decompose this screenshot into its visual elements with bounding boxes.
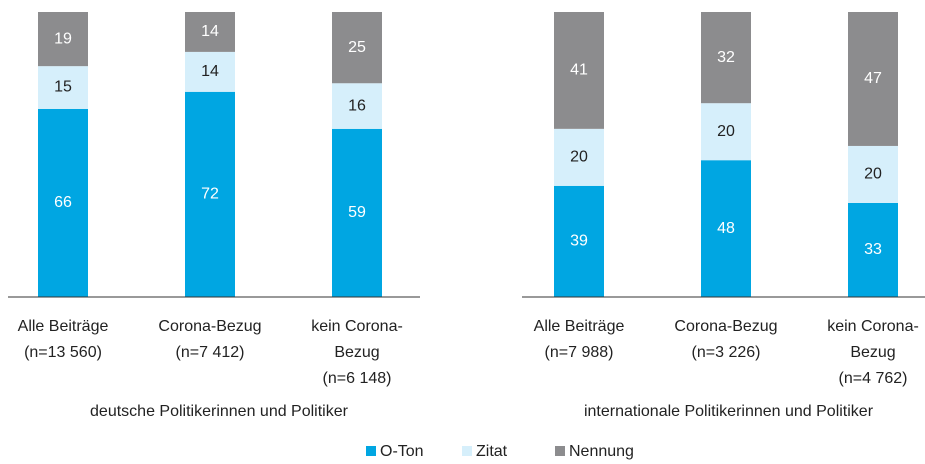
bar-segment (701, 12, 751, 104)
value-label: 25 (348, 39, 366, 56)
bar-segment (332, 12, 382, 84)
value-label: 19 (54, 30, 72, 47)
bar-segment (185, 51, 235, 92)
category-label: (n=3 226) (692, 344, 761, 361)
category-label: (n=7 988) (545, 344, 614, 361)
bar-segment (185, 91, 235, 297)
legend-swatch (462, 446, 472, 456)
value-label: 41 (570, 62, 588, 79)
bar-segment (848, 145, 898, 203)
bar-segment (701, 160, 751, 297)
chart-title: deutsche Politikerinnen und Politiker (90, 403, 349, 420)
category-label: Bezug (850, 344, 895, 361)
category-label: Corona-Bezug (158, 318, 261, 335)
chart-title: internationale Politikerinnen und Politi… (584, 403, 874, 420)
category-label: Alle Beiträge (18, 318, 109, 335)
category-label: (n=6 148) (323, 370, 392, 387)
bar-segment (554, 12, 604, 129)
category-label: (n=7 412) (176, 344, 245, 361)
category-label: Alle Beiträge (534, 318, 625, 335)
value-label: 33 (864, 241, 882, 258)
category-label: Corona-Bezug (674, 318, 777, 335)
legend-label: Nennung (569, 443, 634, 460)
value-label: 47 (864, 70, 882, 87)
value-label: 20 (570, 149, 588, 166)
legend-label: Zitat (476, 443, 508, 460)
category-label: kein Corona- (311, 318, 403, 335)
value-label: 72 (201, 186, 219, 203)
value-label: 20 (717, 123, 735, 140)
legend-label: O-Ton (380, 443, 424, 460)
bar-segment (332, 128, 382, 297)
legend-swatch (555, 446, 565, 456)
value-label: 16 (348, 97, 366, 114)
bar-segment (185, 12, 235, 52)
value-label: 59 (348, 204, 366, 221)
legend-swatch (366, 446, 376, 456)
value-label: 32 (717, 49, 735, 66)
category-label: (n=13 560) (24, 344, 102, 361)
category-label: (n=4 762) (839, 370, 908, 387)
value-label: 48 (717, 220, 735, 237)
value-label: 20 (864, 166, 882, 183)
bar-segment (848, 12, 898, 146)
bar-segment (38, 108, 88, 298)
value-label: 66 (54, 194, 72, 211)
bar-segment (554, 128, 604, 186)
category-label: kein Corona- (827, 318, 919, 335)
value-label: 14 (201, 23, 219, 40)
bar-segment (38, 12, 88, 67)
bar-segment (332, 83, 382, 129)
bar-segment (701, 103, 751, 161)
bar-segment (848, 202, 898, 297)
bar-segment (554, 185, 604, 297)
value-label: 14 (201, 63, 219, 80)
bar-segment (38, 66, 88, 109)
category-label: Bezug (334, 344, 379, 361)
value-label: 15 (54, 79, 72, 96)
value-label: 39 (570, 233, 588, 250)
